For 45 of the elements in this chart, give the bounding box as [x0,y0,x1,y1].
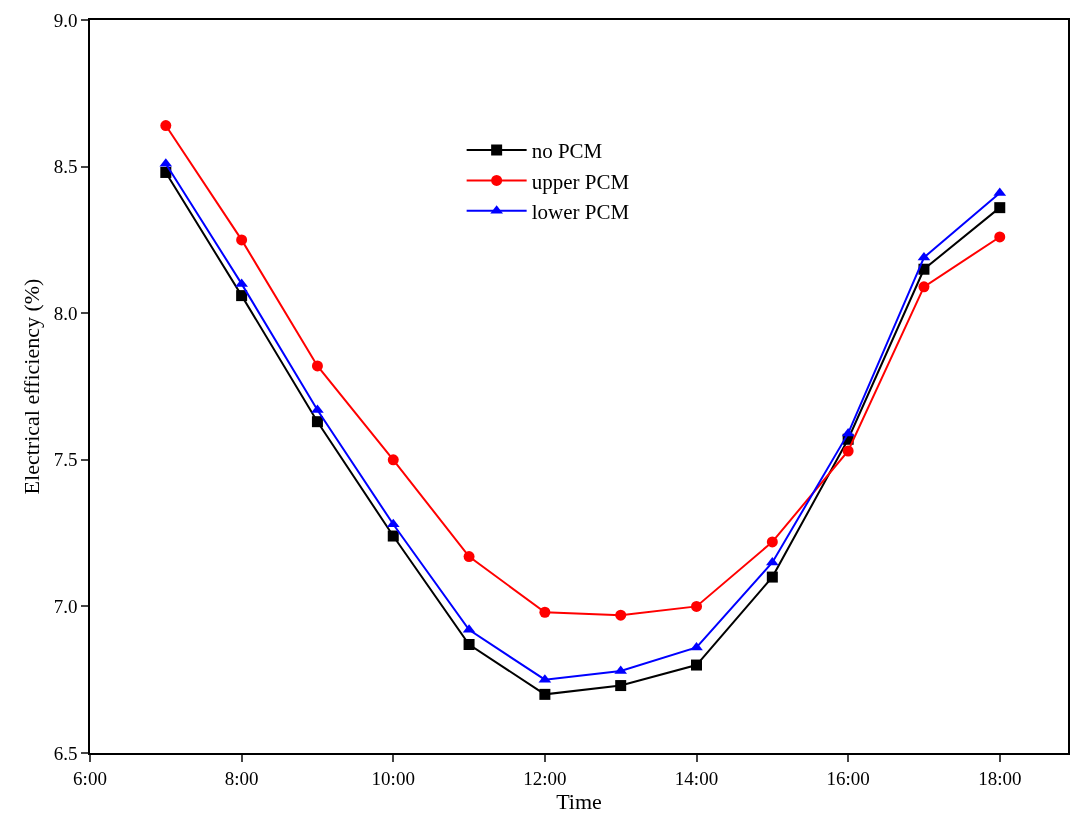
legend-label: upper PCM [531,169,630,194]
point [463,639,475,651]
y-tick-label: 8.0 [53,302,78,324]
point [615,680,627,692]
y-tick-label: 8.5 [53,156,78,178]
point [160,166,172,178]
x-tick-label: 18:00 [978,767,1022,789]
y-tick-label: 9.0 [53,9,78,31]
x-tick-label: 6:00 [73,767,107,789]
y-tick-label: 6.5 [53,742,78,764]
point [917,251,931,261]
x-tick-label: 12:00 [523,767,567,789]
legend-label: no PCM [531,139,603,164]
x-tick-label: 14:00 [674,767,719,789]
x-axis-title: Time [556,788,602,814]
point [386,518,400,528]
point [765,556,779,566]
point [311,360,323,372]
point [691,659,703,671]
point [160,120,172,132]
point [539,606,551,618]
point [463,551,475,563]
point [842,445,854,457]
point [236,234,248,246]
x-tick-label: 16:00 [826,767,870,789]
point [387,530,399,542]
point [918,281,930,293]
point [236,290,248,302]
point [766,571,778,583]
point [994,202,1006,214]
y-tick-label: 7.0 [53,596,78,618]
point [766,536,778,548]
y-tick-label: 7.5 [53,449,78,471]
point [311,416,323,428]
point [615,609,627,621]
y-axis-title: Electrical efficiency (%) [19,278,44,495]
x-tick-label: 8:00 [224,767,259,789]
point [994,231,1006,243]
point [387,454,399,466]
legend-label: lower PCM [531,199,630,224]
point [691,600,703,612]
point [841,427,855,437]
point [539,688,551,700]
x-tick-label: 10:00 [371,767,415,789]
point [690,641,703,651]
